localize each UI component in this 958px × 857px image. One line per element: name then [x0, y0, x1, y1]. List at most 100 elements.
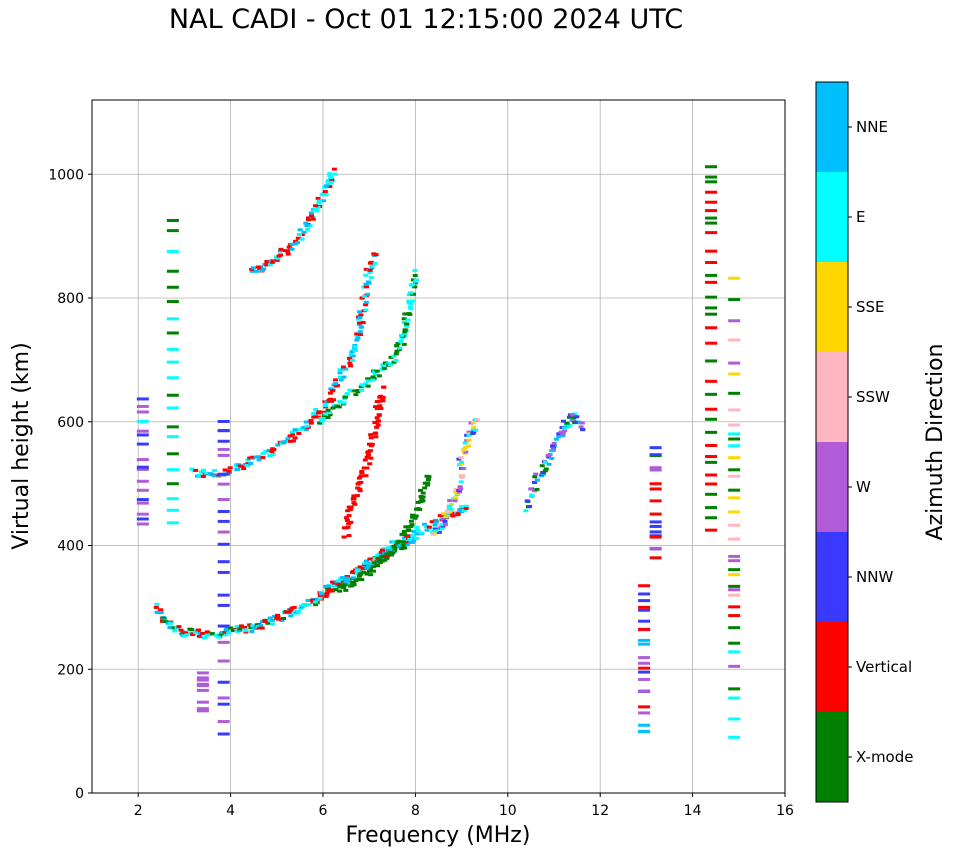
echo-mark — [411, 530, 417, 534]
echo-mark — [207, 472, 213, 476]
azimuth-colorbar: X-mode Vertical NNW W SSW SSE E NNE — [815, 81, 913, 803]
echo-mark — [379, 554, 385, 558]
echo-mark — [348, 352, 354, 356]
echo-mark — [267, 454, 273, 458]
echo-mark — [331, 404, 337, 408]
echo-mark — [418, 500, 424, 504]
echo-mark — [407, 537, 413, 541]
echo-mark — [356, 476, 362, 480]
echo-mark — [473, 428, 479, 432]
echo-mark — [331, 584, 337, 588]
echo-mark — [461, 509, 467, 513]
echo-mark — [348, 364, 354, 368]
colorbar-swatch-sse — [816, 262, 848, 352]
echo-mark — [399, 336, 405, 340]
echo-mark — [305, 227, 311, 231]
echo-mark — [184, 633, 190, 637]
echo-mark — [352, 349, 358, 353]
echo-mark — [166, 218, 179, 222]
echo-mark — [347, 508, 353, 512]
echo-mark — [327, 172, 333, 176]
echo-mark — [324, 591, 330, 595]
echo-mark — [267, 263, 273, 267]
echo-mark — [455, 513, 461, 517]
echo-mark — [304, 424, 310, 428]
echo-mark — [183, 631, 189, 635]
echo-mark — [251, 626, 257, 630]
echo-mark — [543, 467, 549, 471]
echo-mark — [728, 717, 741, 721]
x-axis-label: Frequency (MHz) — [346, 823, 531, 848]
echo-mark — [166, 376, 179, 380]
echo-mark — [352, 345, 358, 349]
echo-mark — [315, 196, 321, 200]
echo-mark — [292, 436, 298, 440]
echo-mark — [638, 670, 651, 674]
echo-mark — [357, 489, 363, 493]
echo-mark — [217, 453, 230, 457]
echo-mark — [529, 493, 535, 497]
echo-mark — [433, 520, 439, 524]
echo-mark — [374, 421, 380, 425]
echo-mark — [728, 735, 741, 739]
echo-mark — [705, 379, 718, 383]
echo-mark — [365, 563, 371, 567]
echo-mark — [442, 523, 448, 527]
echo-mark — [397, 346, 403, 350]
echo-mark — [410, 534, 416, 538]
echo-mark — [542, 469, 548, 473]
echo-mark — [728, 605, 741, 609]
echo-mark — [343, 588, 349, 592]
echo-mark — [278, 247, 284, 251]
trace-interference-2-1-mhz — [136, 397, 149, 526]
echo-mark — [422, 486, 428, 490]
echo-mark — [166, 269, 179, 273]
echo-mark — [370, 375, 376, 379]
echo-mark — [532, 481, 538, 485]
echo-mark — [649, 466, 662, 470]
echo-mark — [217, 429, 230, 433]
echo-mark — [342, 397, 348, 401]
echo-mark — [274, 255, 280, 259]
echo-mark — [380, 363, 386, 367]
echo-mark — [316, 199, 322, 203]
echo-mark — [326, 399, 332, 403]
echo-mark — [196, 634, 202, 638]
echo-mark — [361, 567, 367, 571]
echo-mark — [539, 464, 545, 468]
echo-mark — [442, 519, 448, 523]
echo-mark — [374, 407, 380, 411]
echo-mark — [532, 475, 538, 479]
echo-mark — [638, 608, 651, 612]
y-tick-label: 800 — [57, 291, 84, 307]
echo-mark — [443, 515, 449, 519]
echo-mark — [245, 463, 251, 467]
chart-title: NAL CADI - Oct 01 12:15:00 2024 UTC — [168, 4, 684, 35]
echo-mark — [166, 250, 179, 254]
echo-mark — [649, 499, 662, 503]
echo-mark — [297, 428, 303, 432]
echo-mark — [705, 392, 718, 396]
echo-mark — [344, 518, 350, 522]
echo-mark — [327, 413, 333, 417]
echo-mark — [728, 626, 741, 630]
echo-mark — [463, 504, 469, 508]
echo-mark — [346, 356, 352, 360]
echo-mark — [374, 416, 380, 420]
echo-mark — [705, 417, 718, 421]
echo-mark — [375, 564, 381, 568]
echo-mark — [158, 611, 164, 615]
echo-mark — [311, 415, 317, 419]
echo-mark — [333, 378, 339, 382]
echo-mark — [178, 628, 184, 632]
x-axis-ticks: 2 4 6 8 10 12 14 16 — [134, 793, 794, 819]
echo-mark — [342, 583, 348, 587]
echo-mark — [287, 434, 293, 438]
echo-mark — [341, 375, 347, 379]
echo-mark — [166, 482, 179, 486]
echo-mark — [579, 421, 585, 425]
echo-mark — [332, 583, 338, 587]
echo-mark — [299, 605, 305, 609]
echo-mark — [728, 584, 741, 588]
